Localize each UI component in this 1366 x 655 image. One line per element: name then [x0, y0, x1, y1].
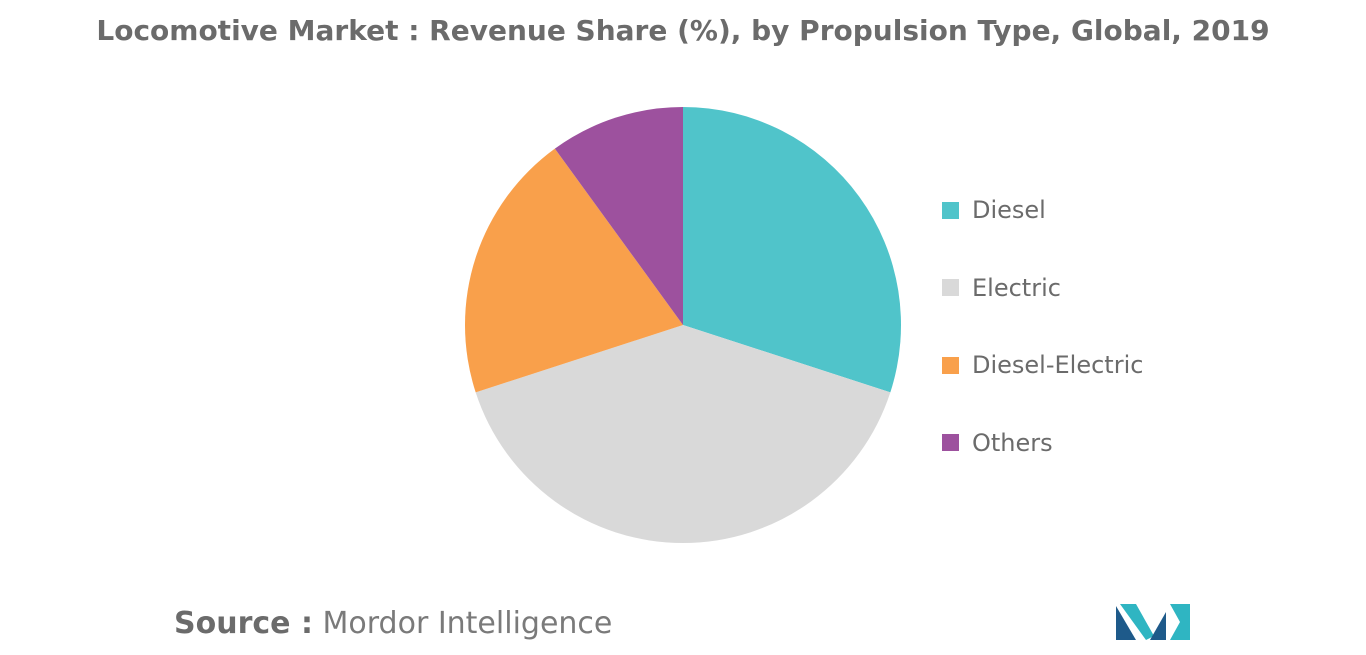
legend-label-others: Others [972, 428, 1053, 457]
pie-slice-diesel-electric [464, 148, 683, 393]
legend-label-electric: Electric [972, 273, 1061, 302]
legend-item-diesel: Diesel [942, 190, 1143, 230]
chart-title: Locomotive Market : Revenue Share (%), b… [96, 14, 1270, 47]
logo-shape-mid-right [1150, 612, 1166, 640]
source-credit: Source : Mordor Intelligence [174, 606, 612, 641]
pie-slices [464, 106, 902, 544]
legend-swatch-others [942, 434, 959, 451]
legend-swatch-diesel [942, 201, 959, 219]
legend-item-diesel-electric: Diesel-Electric [942, 345, 1143, 385]
logo-shape-right [1170, 604, 1190, 640]
source-prefix: Source : [174, 606, 313, 641]
logo-shape-left [1116, 606, 1136, 640]
pie-slice-others [554, 106, 683, 325]
legend-swatch-diesel-electric [942, 356, 959, 374]
legend-item-electric: Electric [942, 268, 1143, 308]
source-name: Mordor Intelligence [322, 606, 613, 641]
logo-shape-mid-left [1120, 604, 1154, 640]
legend-label-diesel-electric: Diesel-Electric [972, 351, 1144, 379]
legend-label-diesel: Diesel [972, 196, 1046, 224]
mordor-intelligence-logo [1116, 604, 1190, 640]
legend-item-others: Others [942, 423, 1143, 463]
pie-slice-diesel [683, 107, 902, 393]
pie-slice-electric [475, 325, 891, 544]
legend: Diesel Electric Diesel-Electric Others [942, 190, 1143, 500]
legend-swatch-electric [942, 279, 959, 296]
